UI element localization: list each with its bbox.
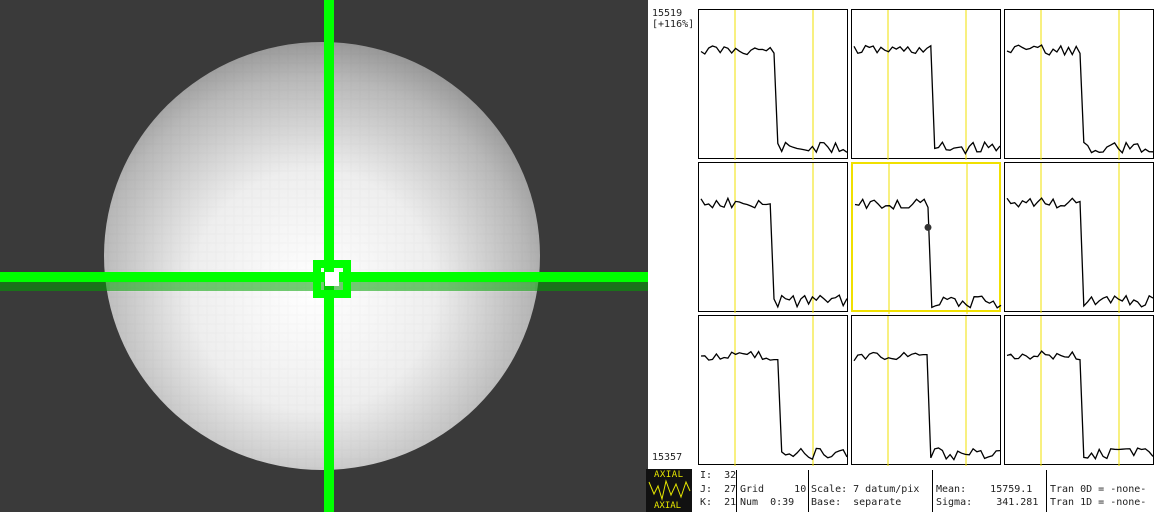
crosshair-focus-box — [313, 260, 351, 298]
graph-yrange-label: [+116%] — [652, 19, 695, 30]
timeseries-line — [700, 196, 848, 309]
timeseries-line — [853, 351, 1001, 461]
status-i: I: 32 — [700, 470, 737, 481]
graph-ymax-label: 15519 — [652, 8, 683, 19]
crosshair-horizontal — [0, 272, 648, 282]
status-scale: Scale: 7 datum/pix — [811, 484, 920, 495]
graph-cell[interactable] — [698, 9, 848, 160]
timeseries-plot — [1006, 163, 1154, 313]
status-num: Num 0:39 — [740, 497, 795, 508]
timeseries-plot — [853, 316, 1001, 466]
graph-cell[interactable] — [1004, 162, 1154, 313]
timeseries-plot — [1006, 316, 1154, 466]
status-k: K: 21 — [700, 497, 737, 508]
timeseries-line — [700, 45, 848, 154]
timeseries-line — [853, 44, 1001, 155]
graph-cell[interactable] — [851, 315, 1001, 466]
timeseries-plot — [854, 164, 1002, 314]
timeseries-plot — [700, 316, 848, 466]
status-mean: Mean: 15759.1 — [936, 484, 1033, 495]
axial-slice-image[interactable] — [0, 0, 648, 512]
timeseries-line — [1006, 44, 1154, 155]
timeseries-plot — [853, 10, 1001, 160]
graph-cell[interactable] — [851, 9, 1001, 160]
graph-cell[interactable] — [698, 315, 848, 466]
timeseries-plot — [700, 10, 848, 160]
status-divider — [1046, 470, 1047, 512]
timeseries-line — [1006, 350, 1154, 461]
timeseries-line — [854, 198, 1002, 309]
status-divider — [932, 470, 933, 512]
status-j: J: 27 — [700, 484, 737, 495]
timeseries-plot — [700, 163, 848, 313]
graph-cell-selected[interactable] — [851, 162, 1002, 314]
graph-cell[interactable] — [1004, 315, 1154, 466]
status-tran1d: Tran 1D = -none- — [1050, 497, 1147, 508]
logo-top-label: AXIAL — [654, 470, 684, 480]
status-sigma: Sigma: 341.281 — [936, 497, 1039, 508]
current-timepoint-marker — [924, 223, 932, 231]
timeseries-plot — [1006, 10, 1154, 160]
status-base: Base: separate — [811, 497, 902, 508]
axial-logo[interactable]: AXIAL AXIAL — [646, 469, 692, 512]
logo-bottom-label: AXIAL — [654, 501, 682, 511]
status-tran0d: Tran 0D = -none- — [1050, 484, 1147, 495]
timeseries-line — [700, 350, 848, 461]
graph-cell[interactable] — [698, 162, 848, 313]
status-grid: Grid 10 — [740, 484, 807, 495]
image-viewer[interactable] — [0, 0, 648, 512]
status-divider — [736, 470, 737, 512]
timeseries-line — [1006, 197, 1154, 308]
status-divider — [808, 470, 809, 512]
crosshair-vertical — [324, 0, 334, 512]
graph-ymin-label: 15357 — [652, 452, 683, 463]
status-bar — [648, 466, 1162, 512]
graph-cell[interactable] — [1004, 9, 1154, 160]
graph-grid — [698, 9, 1154, 466]
logo-wave-icon — [648, 479, 691, 501]
